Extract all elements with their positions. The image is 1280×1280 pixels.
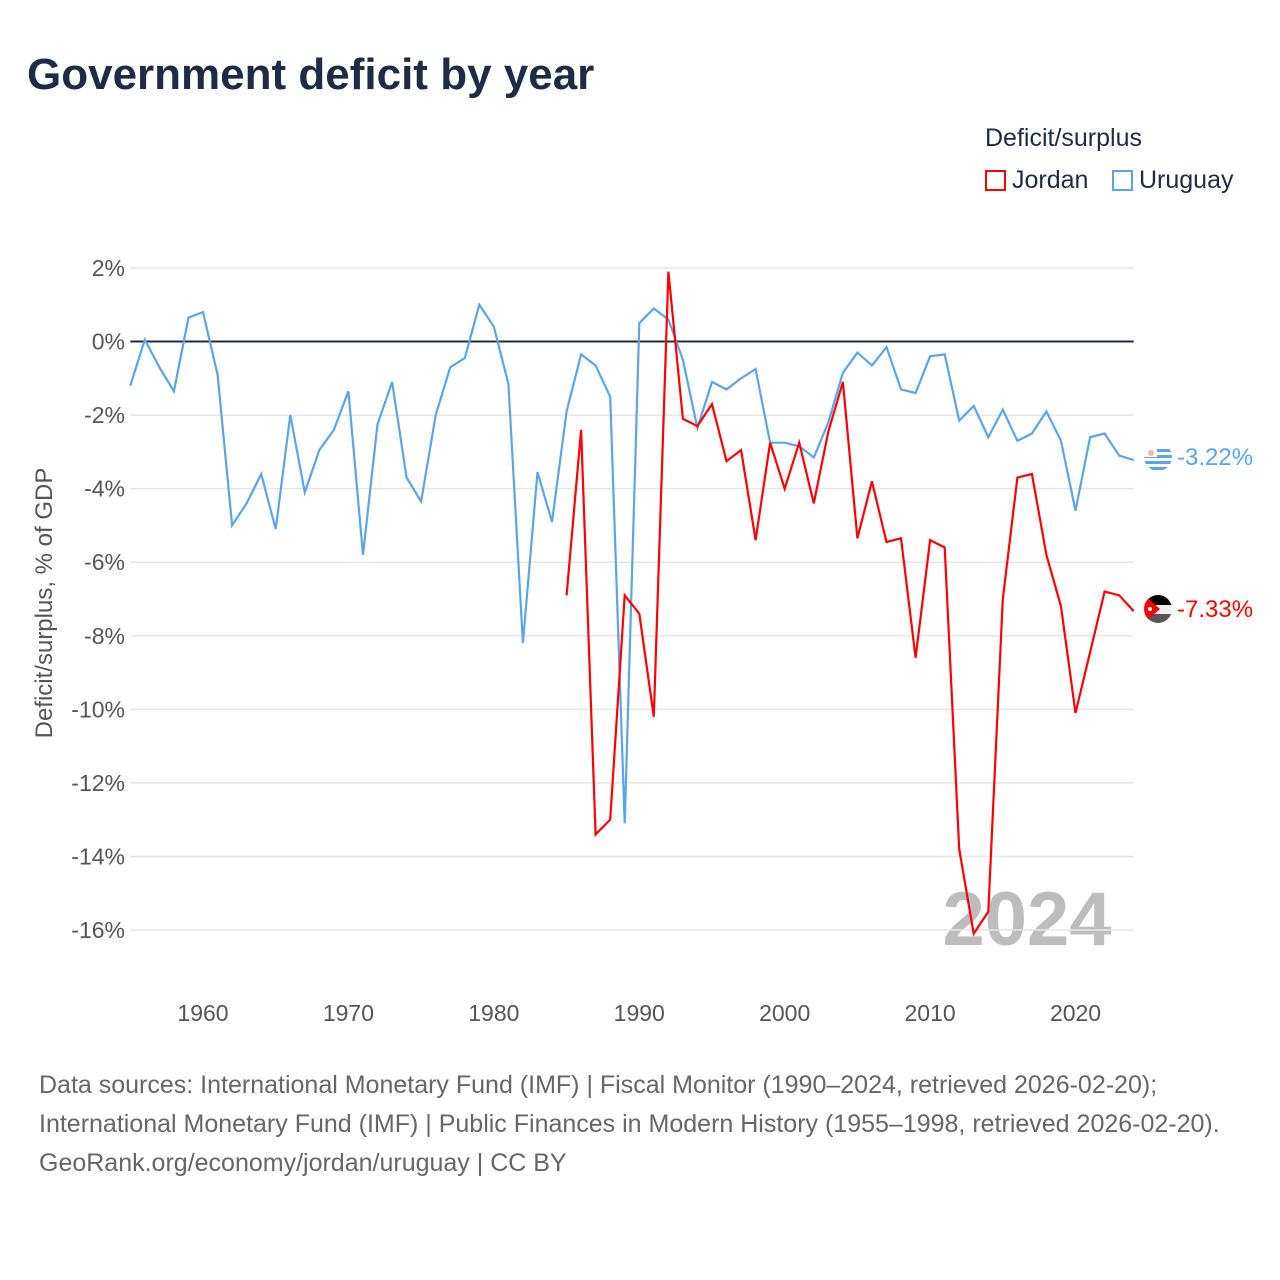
x-tick-label: 1990	[614, 1000, 665, 1026]
jordan-end-label: -7.33%	[1177, 596, 1253, 623]
y-tick-label: -14%	[71, 843, 125, 869]
plot-area: 2024 2% 0% -2% -4% -6% -8% -10% -12% -14% -16% 196…	[31, 255, 1253, 1026]
x-tick-label: 1980	[468, 1000, 519, 1026]
jordan-flag-icon	[1144, 595, 1172, 623]
series-line-uruguay[interactable]	[129, 302, 1135, 824]
legend-title: Deficit/surplus	[985, 124, 1142, 152]
y-tick-label: -16%	[71, 917, 125, 943]
x-tick-label: 2000	[759, 1000, 810, 1026]
y-tick-label: 2%	[92, 255, 125, 281]
y-tick-label: -8%	[84, 623, 125, 649]
y-tick-label: -6%	[84, 549, 125, 575]
y-tick-label: -4%	[84, 476, 125, 502]
attribution-link[interactable]: GeoRank.org/economy/jordan/uruguay | CC …	[39, 1149, 567, 1177]
data-sources-text: Data sources: International Monetary Fun…	[39, 1071, 1220, 1138]
y-tick-label: -12%	[71, 770, 125, 796]
legend-item-jordan[interactable]: Jordan	[985, 166, 1088, 195]
uruguay-flag-icon	[1144, 443, 1172, 471]
series-line-jordan[interactable]	[565, 271, 1135, 937]
y-tick-label: -10%	[71, 696, 125, 722]
year-watermark: 2024	[942, 877, 1111, 962]
legend-label-jordan: Jordan	[1012, 166, 1089, 194]
legend-swatch-uruguay	[1112, 170, 1133, 191]
y-tick-label: 0%	[92, 329, 125, 355]
x-tick-label: 1970	[323, 1000, 374, 1026]
x-tick-label: 2020	[1050, 1000, 1101, 1026]
chart-title: Government deficit by year	[27, 50, 595, 99]
legend-label-uruguay: Uruguay	[1139, 166, 1234, 194]
y-axis-label: Deficit/surplus, % of GDP	[31, 468, 58, 739]
y-tick-label: -2%	[84, 402, 125, 428]
source-note: Data sources: International Monetary Fun…	[39, 1066, 1239, 1183]
x-tick-label: 2010	[905, 1000, 956, 1026]
legend-item-uruguay[interactable]: Uruguay	[1112, 166, 1234, 195]
x-tick-label: 1960	[177, 1000, 228, 1026]
legend-swatch-jordan	[985, 170, 1006, 191]
uruguay-end-label: -3.22%	[1177, 444, 1253, 471]
